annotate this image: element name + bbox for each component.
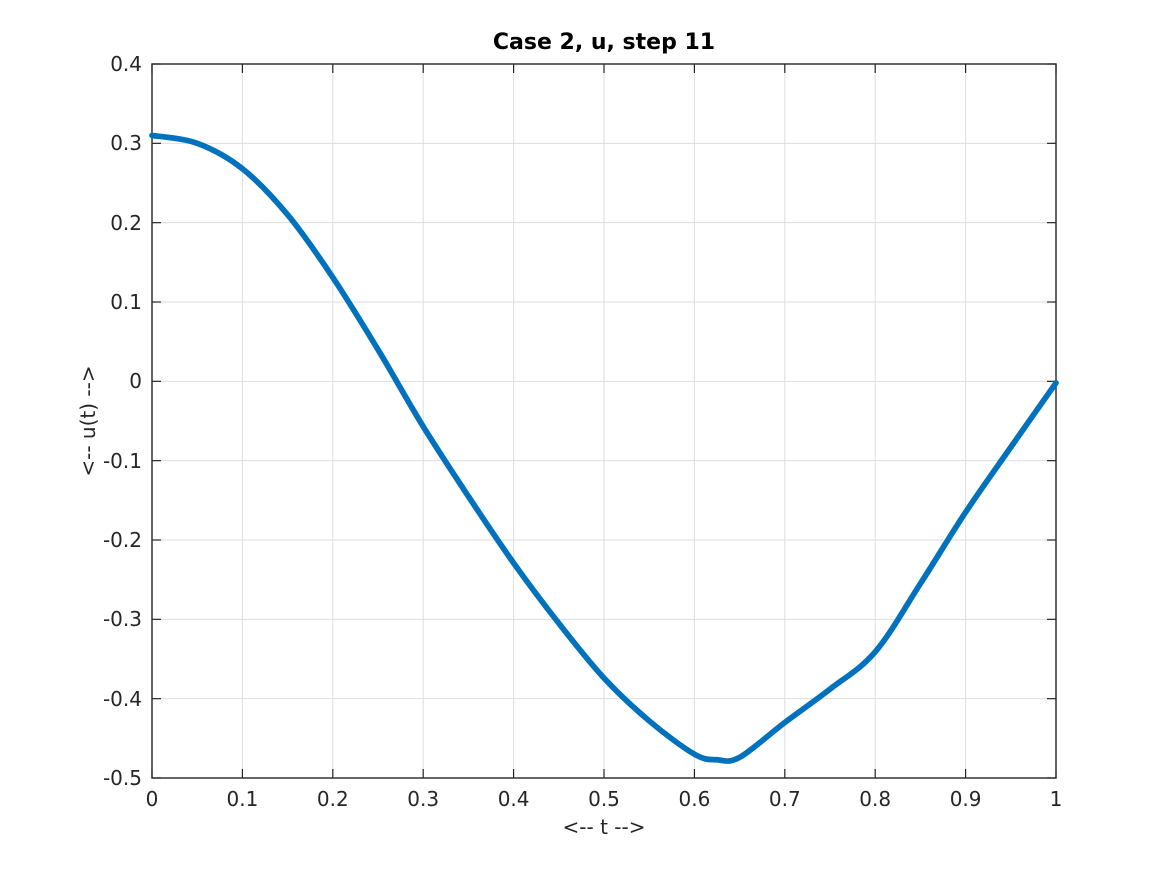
x-tick-label: 0.2 xyxy=(316,787,349,811)
x-tick-label: 0.4 xyxy=(497,787,530,811)
y-tick-label: 0.4 xyxy=(110,52,142,76)
y-tick-label: -0.3 xyxy=(102,607,142,632)
x-tick-label: 0.1 xyxy=(226,787,259,811)
y-tick-label: -0.2 xyxy=(102,528,142,552)
y-tick-label: 0 xyxy=(129,369,142,394)
y-tick-label: 0.3 xyxy=(110,131,142,156)
x-tick-label: 0.7 xyxy=(768,787,801,811)
y-tick-label: -0.1 xyxy=(102,448,142,473)
x-tick-label: 0.5 xyxy=(588,787,620,811)
x-tick-label: 0.8 xyxy=(859,787,892,811)
y-tick-label: -0.5 xyxy=(102,766,142,790)
x-axis-label: <-- t --> xyxy=(562,815,646,839)
data-line-u xyxy=(149,132,1059,764)
x-tick-label: 0 xyxy=(145,787,159,811)
y-tick-label: 0.1 xyxy=(110,290,142,314)
plot-title: Case 2, u, step 11 xyxy=(492,30,716,55)
x-tick-label: 0.3 xyxy=(407,787,440,811)
x-tick-label: 1 xyxy=(1049,787,1063,811)
y-tick-label: 0.2 xyxy=(110,210,142,235)
x-tick-label: 0.6 xyxy=(678,787,711,811)
y-tick-label: -0.4 xyxy=(102,686,142,711)
x-tick-label: 0.9 xyxy=(949,787,982,811)
